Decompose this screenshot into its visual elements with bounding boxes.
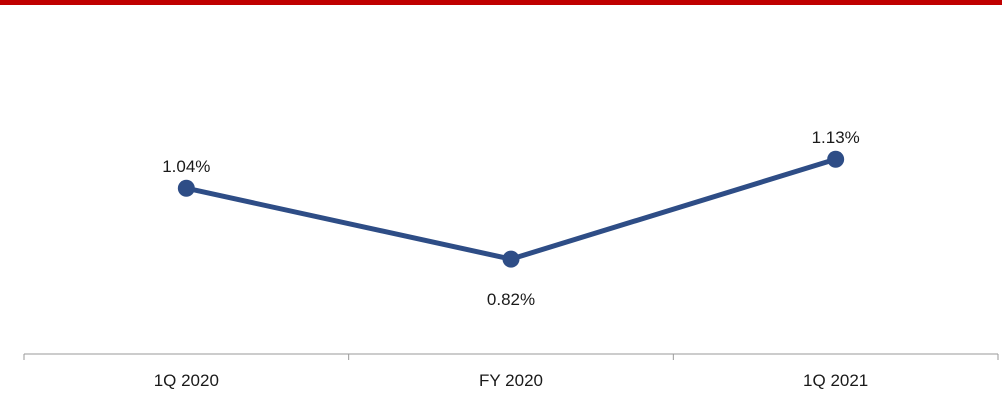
data-points [177,150,845,268]
series-line [185,156,837,262]
data-label: 1.13% [812,128,860,147]
series-line-group [185,156,837,262]
data-point [502,250,520,268]
x-tick-label: FY 2020 [479,371,543,390]
data-point [177,179,195,197]
x-tick-label: 1Q 2021 [803,371,868,390]
data-label: 1.04% [162,157,210,176]
data-point [827,150,845,168]
x-tick-label: 1Q 2020 [154,371,219,390]
top-accent-bar [0,0,1002,5]
data-label: 0.82% [487,290,535,309]
x-axis-tick-labels: 1Q 2020 FY 2020 1Q 2021 [154,371,869,390]
x-axis-ticks [23,354,999,360]
data-labels: 1.04% 0.82% 1.13% [162,128,860,309]
